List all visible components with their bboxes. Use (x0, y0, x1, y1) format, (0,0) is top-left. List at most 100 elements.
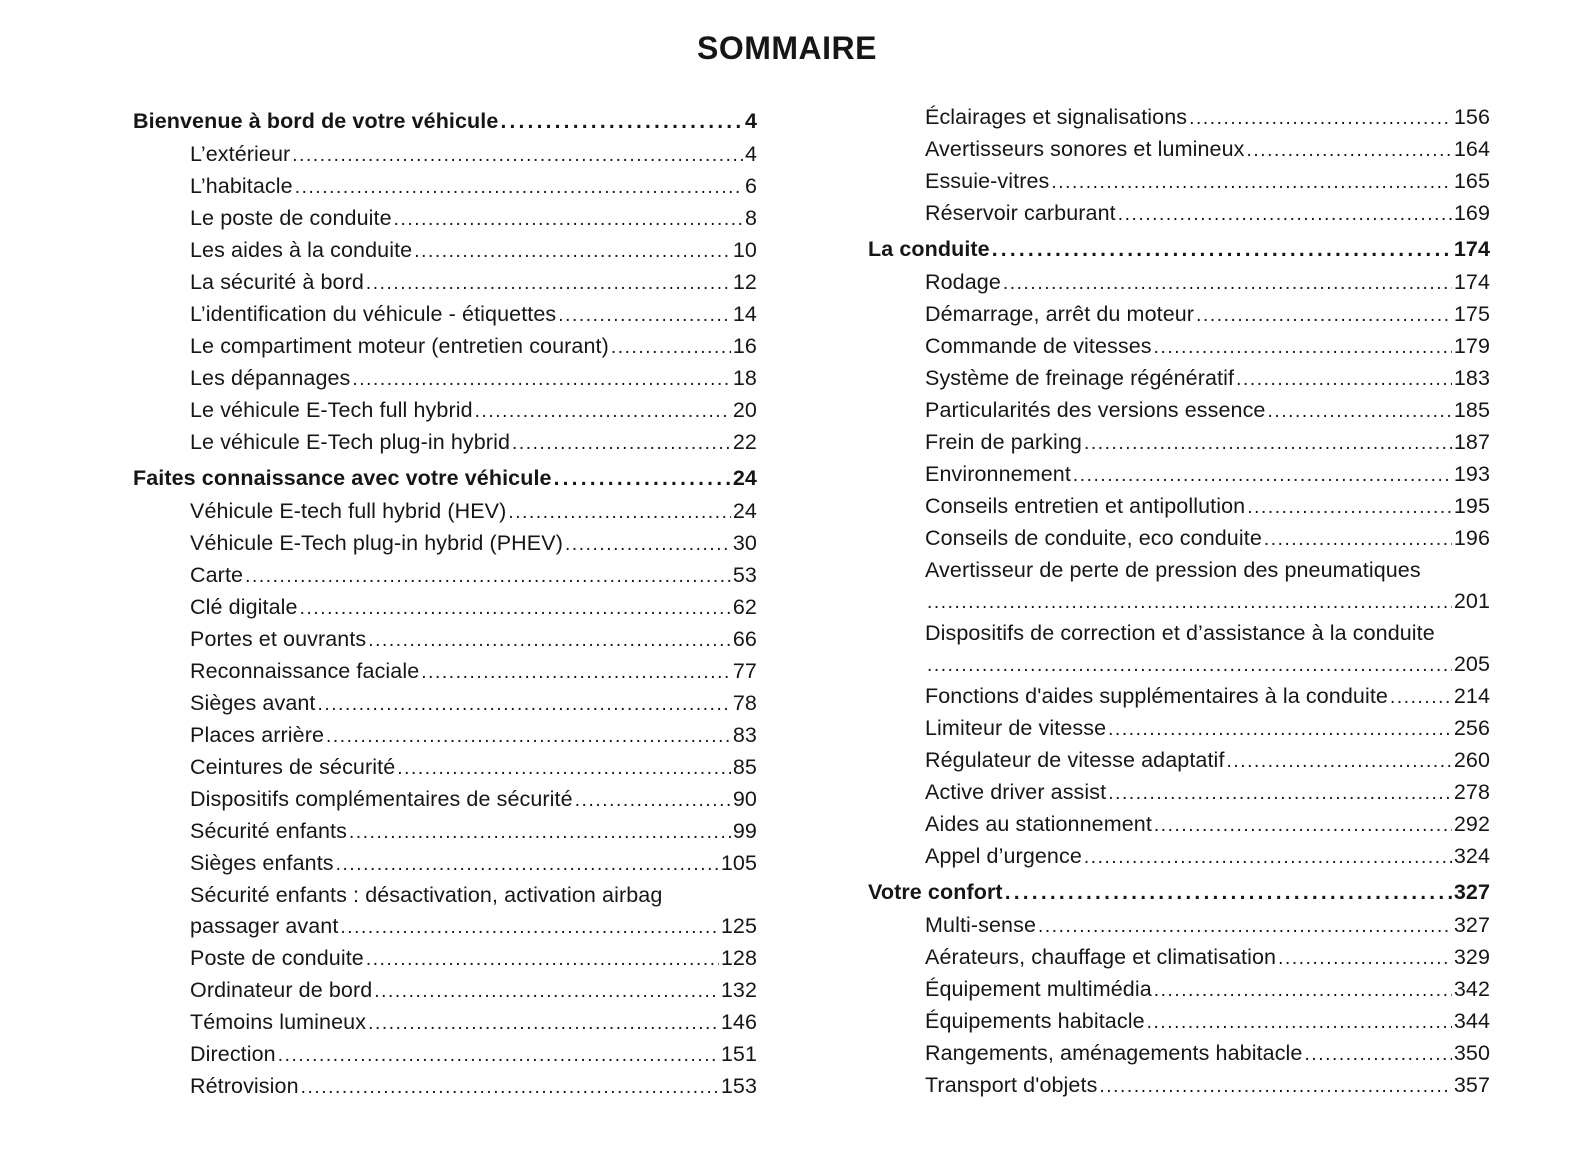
toc-entry-label: Sécurité enfants (190, 819, 347, 843)
toc-entry[interactable]: Particularités des versions essence 185 (868, 395, 1490, 427)
toc-entry[interactable]: Portes et ouvrants 66 (133, 624, 757, 656)
toc-entry[interactable]: Véhicule E-tech full hybrid (HEV) 24 (133, 496, 757, 528)
toc-entry[interactable]: Rétrovision 153 (133, 1071, 757, 1103)
toc-entry[interactable]: Active driver assist 278 (868, 777, 1490, 809)
toc-entry[interactable]: Système de freinage régénératif 183 (868, 363, 1490, 395)
toc-entry-label: Dispositifs complémentaires de sécurité (190, 787, 573, 811)
toc-entry[interactable]: Les aides à la conduite 10 (133, 235, 757, 267)
toc-entry[interactable]: La conduite 174 (868, 234, 1490, 265)
toc-entry[interactable]: Rodage 174 (868, 267, 1490, 299)
toc-entry-page: 30 (732, 531, 757, 555)
dot-leader (1227, 745, 1452, 777)
toc-entry[interactable]: Carte 53 (133, 560, 757, 592)
toc-entry[interactable]: Dispositifs complémentaires de sécurité … (133, 784, 757, 816)
toc-entry[interactable]: Multi-sense 327 (868, 910, 1490, 942)
toc-entry[interactable]: L’extérieur 4 (133, 139, 757, 171)
toc-entry[interactable]: Le véhicule E-Tech plug-in hybrid 22 (133, 427, 757, 459)
toc-entry-page: 156 (1453, 105, 1490, 129)
toc-entry[interactable]: Transport d'objets 357 (868, 1070, 1490, 1102)
toc-entry-label: La sécurité à bord (190, 270, 364, 294)
toc-entry[interactable]: Poste de conduite 128 (133, 943, 757, 975)
toc-entry[interactable]: Reconnaissance faciale 77 (133, 656, 757, 688)
toc-entry-page: 20 (732, 398, 757, 422)
toc-entry[interactable]: Fonctions d'aides supplémentaires à la c… (868, 681, 1490, 713)
toc-entry[interactable]: Équipement multimédia 342 (868, 974, 1490, 1006)
toc-entry[interactable]: Conseils entretien et antipollution 195 (868, 491, 1490, 523)
toc-entry[interactable]: Bienvenue à bord de votre véhicule 4 (133, 106, 757, 137)
toc-entry-label: Multi-sense (925, 913, 1037, 937)
dot-leader (394, 203, 743, 235)
toc-entry[interactable]: La sécurité à bord 12 (133, 267, 757, 299)
dot-leader (1108, 777, 1452, 809)
toc-entry[interactable]: Essuie-vitres 165 (868, 166, 1490, 198)
toc-entry[interactable]: Les dépannages 18 (133, 363, 757, 395)
dot-leader (349, 816, 731, 848)
toc-entry[interactable]: L’habitacle 6 (133, 171, 757, 203)
toc-entry[interactable]: Le compartiment moteur (entretien couran… (133, 331, 757, 363)
toc-entry-page: 132 (720, 978, 757, 1002)
toc-entry[interactable]: Votre confort 327 (868, 877, 1490, 908)
toc-entry-label: Régulateur de vitesse adaptatif (925, 748, 1225, 772)
toc-entry[interactable]: Sécurité enfants : désactivation, activa… (133, 880, 757, 943)
toc-entry-page: 16 (732, 334, 757, 358)
toc-entry[interactable]: Régulateur de vitesse adaptatif 260 (868, 745, 1490, 777)
toc-entry[interactable]: Commande de vitesses 179 (868, 331, 1490, 363)
toc-entry[interactable]: Places arrière 83 (133, 720, 757, 752)
dot-leader (1038, 910, 1452, 942)
dot-leader (927, 649, 1452, 681)
toc-entry-page: 18 (732, 366, 757, 390)
toc-entry-label: Fonctions d'aides supplémentaires à la c… (925, 684, 1388, 708)
dot-leader (414, 235, 731, 267)
toc-entry[interactable]: Ceintures de sécurité 85 (133, 752, 757, 784)
toc-entry[interactable]: L’identification du véhicule - étiquette… (133, 299, 757, 331)
toc-entry[interactable]: Aérateurs, chauffage et climatisation 32… (868, 942, 1490, 974)
toc-entry[interactable]: Sièges enfants 105 (133, 848, 757, 880)
toc-entry[interactable]: Équipements habitacle 344 (868, 1006, 1490, 1038)
toc-entry[interactable]: Avertisseurs sonores et lumineux 164 (868, 134, 1490, 166)
toc-entry-label: Équipements habitacle (925, 1009, 1145, 1033)
toc-entry[interactable]: Environnement 193 (868, 459, 1490, 491)
toc-entry-page: 90 (732, 787, 757, 811)
toc-entry-label: Sièges avant (190, 691, 316, 715)
toc-entry[interactable]: Démarrage, arrêt du moteur 175 (868, 299, 1490, 331)
toc-entry[interactable]: Limiteur de vitesse 256 (868, 713, 1490, 745)
toc-entry[interactable]: Clé digitale 62 (133, 592, 757, 624)
toc-entry[interactable]: Ordinateur de bord 132 (133, 975, 757, 1007)
toc-entry[interactable]: Conseils de conduite, eco conduite 196 (868, 523, 1490, 555)
toc-entry[interactable]: Direction 151 (133, 1039, 757, 1071)
dot-leader (1247, 491, 1452, 523)
toc-entry-page: 53 (732, 563, 757, 587)
toc-entry[interactable]: Le véhicule E-Tech full hybrid 20 (133, 395, 757, 427)
toc-entry-page: 196 (1453, 526, 1490, 550)
toc-entry[interactable]: Éclairages et signalisations 156 (868, 102, 1490, 134)
toc-entry[interactable]: Véhicule E-Tech plug-in hybrid (PHEV) 30 (133, 528, 757, 560)
toc-entry[interactable]: Témoins lumineux 146 (133, 1007, 757, 1039)
toc-entry[interactable]: Faites connaissance avec votre véhicule … (133, 463, 757, 494)
toc-entry[interactable]: Aides au stationnement 292 (868, 809, 1490, 841)
toc-entry[interactable]: Appel d’urgence 324 (868, 841, 1490, 873)
dot-leader (397, 752, 731, 784)
toc-entry-page: 99 (732, 819, 757, 843)
toc-entry-label: Portes et ouvrants (190, 627, 367, 651)
toc-entry[interactable]: Sécurité enfants 99 (133, 816, 757, 848)
toc-entry-page: 195 (1453, 494, 1490, 518)
dot-leader (1005, 877, 1452, 908)
toc-entry[interactable]: Réservoir carburant 169 (868, 198, 1490, 230)
toc-entry-label: Rétrovision (190, 1074, 299, 1098)
toc-entry[interactable]: Avertisseur de perte de pression des pne… (868, 555, 1490, 618)
toc-entry[interactable]: Dispositifs de correction et d’assistanc… (868, 618, 1490, 681)
dot-leader (475, 395, 731, 427)
toc-entry[interactable]: Rangements, aménagements habitacle 350 (868, 1038, 1490, 1070)
toc-entry-label: Démarrage, arrêt du moteur (925, 302, 1195, 326)
toc-entry-label: Aérateurs, chauffage et climatisation (925, 945, 1277, 969)
dot-leader (366, 267, 731, 299)
dot-leader (611, 331, 731, 363)
toc-entry[interactable]: Le poste de conduite 8 (133, 203, 757, 235)
toc-entry-label: Avertisseur de perte de pression des pne… (925, 558, 1421, 582)
dot-leader (1236, 363, 1452, 395)
toc-entry[interactable]: Sièges avant 78 (133, 688, 757, 720)
dot-leader (1073, 459, 1452, 491)
toc-entry-page: 174 (1453, 270, 1490, 294)
dot-leader (366, 943, 719, 975)
toc-entry[interactable]: Frein de parking 187 (868, 427, 1490, 459)
